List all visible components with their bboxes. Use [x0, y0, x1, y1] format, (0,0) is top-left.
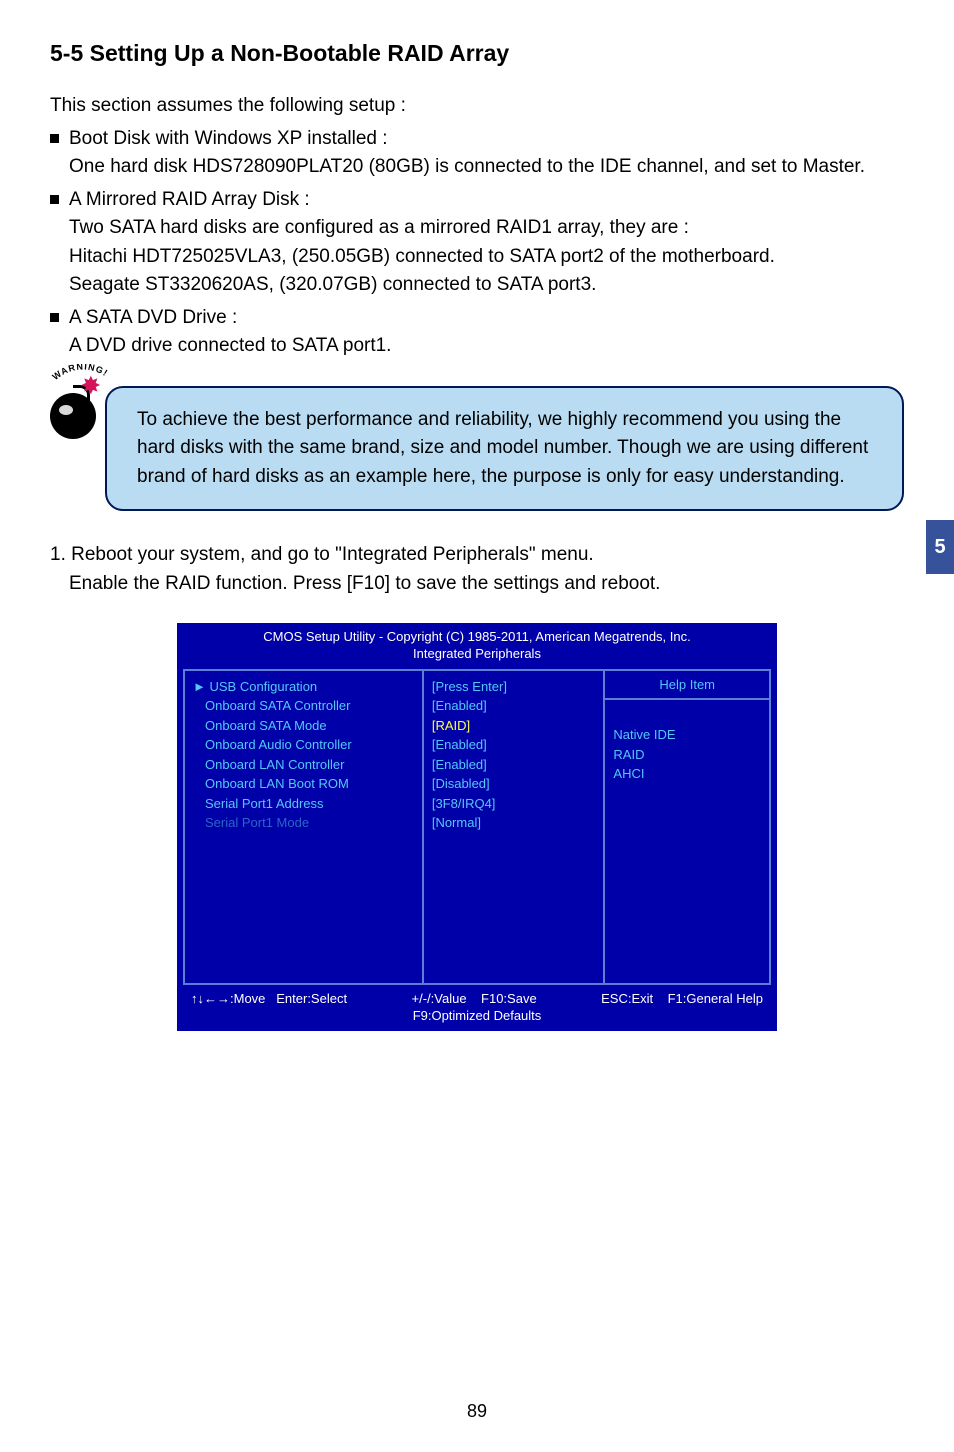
bios-value-item: [Disabled]	[432, 774, 596, 794]
bios-menu-item: Onboard SATA Mode	[193, 716, 414, 736]
bios-menu-item: ► USB Configuration	[193, 677, 414, 697]
bios-help-item: RAID	[613, 745, 761, 765]
bios-title-line2: Integrated Peripherals	[181, 646, 773, 663]
bios-footer-select: Enter:Select	[276, 991, 347, 1006]
bullet-line: A DVD drive connected to SATA port1.	[69, 332, 904, 361]
bios-menu-item: Onboard LAN Boot ROM	[193, 774, 414, 794]
bullet-head: Boot Disk with Windows XP installed :	[69, 125, 904, 154]
warning-box: To achieve the best performance and reli…	[105, 386, 904, 512]
page-number: 89	[0, 1401, 954, 1422]
bios-help-body: Native IDERAIDAHCI	[605, 700, 769, 983]
bios-menu-item: Serial Port1 Mode	[193, 813, 414, 833]
section-title: 5-5 Setting Up a Non-Bootable RAID Array	[50, 40, 904, 67]
bios-menu-item: Onboard SATA Controller	[193, 696, 414, 716]
bios-footer-save: F10:Save	[481, 991, 537, 1006]
bios-footer-line2: F9:Optimized Defaults	[187, 1008, 767, 1023]
bios-help-item: AHCI	[613, 764, 761, 784]
bullet-line: Two SATA hard disks are configured as a …	[69, 214, 904, 243]
bios-title-line1: CMOS Setup Utility - Copyright (C) 1985-…	[181, 629, 773, 646]
bullet-item: A SATA DVD Drive :	[50, 304, 904, 333]
svg-text:WARNING!: WARNING!	[50, 364, 110, 382]
bullet-line: One hard disk HDS728090PLAT20 (80GB) is …	[69, 153, 904, 182]
bios-value-item: [3F8/IRQ4]	[432, 794, 596, 814]
bullet-line: Hitachi HDT725025VLA3, (250.05GB) connec…	[69, 243, 904, 272]
intro-text: This section assumes the following setup…	[50, 92, 904, 121]
bios-menu-item: Onboard Audio Controller	[193, 735, 414, 755]
bios-screenshot: CMOS Setup Utility - Copyright (C) 1985-…	[177, 623, 777, 1031]
bios-footer: ↑↓←→:Move Enter:Select +/-/:Value F10:Sa…	[177, 987, 777, 1031]
bullet-line: Seagate ST3320620AS, (320.07GB) connecte…	[69, 271, 904, 300]
bullet-head: A SATA DVD Drive :	[69, 304, 904, 333]
bios-footer-help: F1:General Help	[668, 991, 763, 1006]
bios-value-item: [Press Enter]	[432, 677, 596, 697]
bullet-head: A Mirrored RAID Array Disk :	[69, 186, 904, 215]
bios-right-panel: Help Item Native IDERAIDAHCI	[605, 671, 769, 983]
bios-menu-item: Onboard LAN Controller	[193, 755, 414, 775]
bios-left-panel: ► USB ConfigurationOnboard SATA Controll…	[185, 671, 424, 983]
bios-value-item: [RAID]	[432, 716, 596, 736]
bios-help-header: Help Item	[605, 671, 769, 700]
bullet-item: Boot Disk with Windows XP installed :	[50, 125, 904, 154]
bios-footer-value: +/-/:Value	[412, 991, 467, 1006]
bios-title: CMOS Setup Utility - Copyright (C) 1985-…	[177, 623, 777, 665]
bios-footer-exit: ESC:Exit	[601, 991, 653, 1006]
warning-block: WARNING! ✸ To achieve the best performan…	[50, 386, 904, 512]
bios-value-item: [Enabled]	[432, 696, 596, 716]
bios-help-item: Native IDE	[613, 725, 761, 745]
bios-value-item: [Normal]	[432, 813, 596, 833]
step-1-line-b: Enable the RAID function. Press [F10] to…	[69, 570, 904, 599]
bullet-square-icon	[50, 195, 59, 204]
bullet-square-icon	[50, 134, 59, 143]
bullet-item: A Mirrored RAID Array Disk :	[50, 186, 904, 215]
warning-icon: WARNING! ✸	[50, 364, 116, 439]
bomb-icon: ✸	[50, 393, 96, 439]
chapter-tab: 5	[926, 520, 954, 574]
bios-menu-item: Serial Port1 Address	[193, 794, 414, 814]
bullet-square-icon	[50, 313, 59, 322]
bios-value-item: [Enabled]	[432, 735, 596, 755]
bios-value-item: [Enabled]	[432, 755, 596, 775]
step-1-line-a: 1. Reboot your system, and go to "Integr…	[50, 541, 904, 570]
bios-mid-panel: [Press Enter][Enabled][RAID][Enabled][En…	[424, 671, 606, 983]
bios-footer-move: ↑↓←→:Move	[191, 991, 265, 1006]
